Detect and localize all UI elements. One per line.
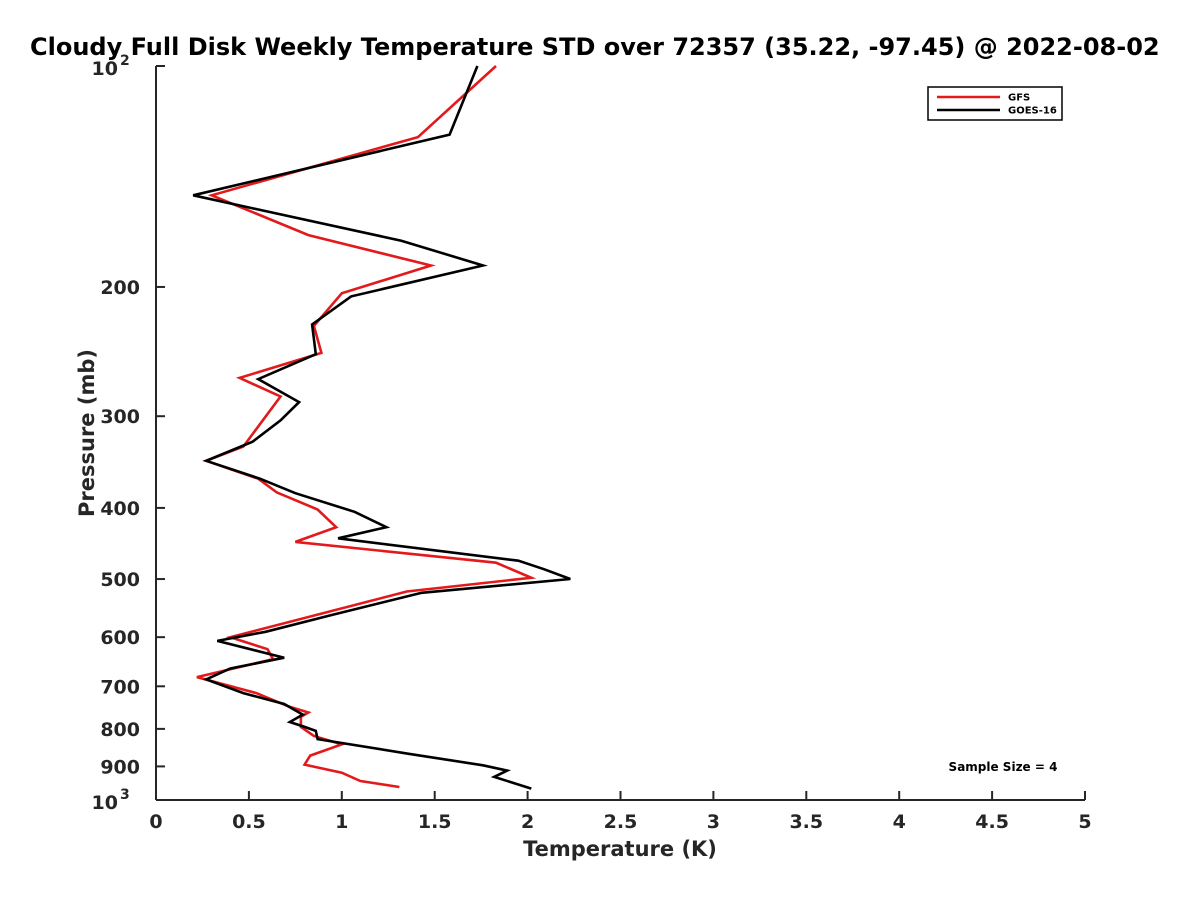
x-tick-label: 2.5 [604,811,638,833]
x-axis-label: Temperature (K) [523,837,717,861]
y-tick-label: 10 [92,792,118,814]
x-tick-label: 0 [149,811,162,833]
y-tick-label: 700 [100,676,140,698]
x-tick-label: 3.5 [789,811,823,833]
legend-box [927,86,1063,121]
x-tick-label: 0.5 [232,811,266,833]
y-tick-label: 200 [100,277,140,299]
y-tick-label: 800 [100,719,140,741]
x-tick-label: 2 [521,811,534,833]
x-tick-label: 1.5 [418,811,452,833]
y-tick-label: 400 [100,498,140,520]
series-line-goes-16 [192,65,571,790]
y-tick-label: 900 [100,756,140,778]
chart-title: Cloudy Full Disk Weekly Temperature STD … [30,33,1160,61]
y-tick-exponent: 3 [120,787,130,803]
y-tick-label: 500 [100,569,140,591]
x-tick-label: 4.5 [975,811,1009,833]
x-tick-label: 3 [707,811,720,833]
x-tick-label: 5 [1078,811,1091,833]
y-tick-exponent: 2 [120,53,130,69]
x-tick-label: 1 [335,811,348,833]
y-tick-label: 10 [92,58,118,80]
series-line-gfs [196,65,537,789]
legend-label: GFS [1008,93,1030,104]
legend-label: GOES-16 [1008,106,1057,117]
y-tick-label: 600 [100,627,140,649]
sample-size-annotation: Sample Size = 4 [949,760,1058,774]
x-tick-label: 4 [893,811,906,833]
y-axis-label: Pressure (mb) [75,349,99,517]
y-tick-label: 300 [100,406,140,428]
